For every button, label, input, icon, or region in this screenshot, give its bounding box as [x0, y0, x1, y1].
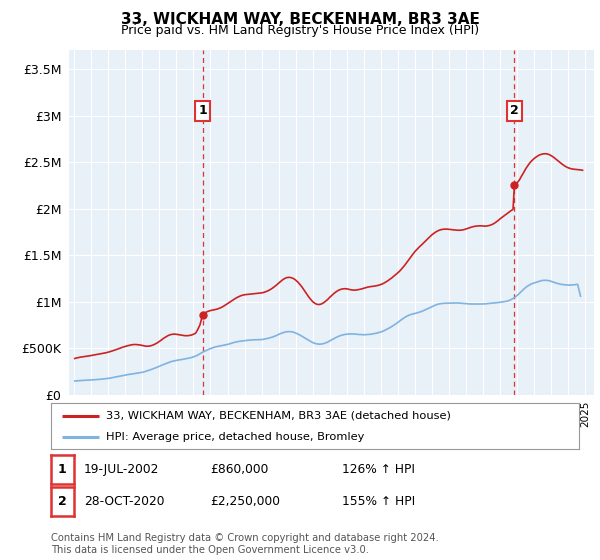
Text: £860,000: £860,000 [210, 463, 268, 477]
Text: HPI: Average price, detached house, Bromley: HPI: Average price, detached house, Brom… [106, 432, 365, 442]
Text: 33, WICKHAM WAY, BECKENHAM, BR3 3AE (detached house): 33, WICKHAM WAY, BECKENHAM, BR3 3AE (det… [106, 410, 451, 421]
Text: 19-JUL-2002: 19-JUL-2002 [84, 463, 160, 477]
Text: £2,250,000: £2,250,000 [210, 495, 280, 508]
Text: 1: 1 [58, 463, 67, 477]
Text: 2: 2 [58, 495, 67, 508]
Text: 28-OCT-2020: 28-OCT-2020 [84, 495, 164, 508]
Text: Contains HM Land Registry data © Crown copyright and database right 2024.
This d: Contains HM Land Registry data © Crown c… [51, 533, 439, 555]
Text: 33, WICKHAM WAY, BECKENHAM, BR3 3AE: 33, WICKHAM WAY, BECKENHAM, BR3 3AE [121, 12, 479, 27]
Text: 155% ↑ HPI: 155% ↑ HPI [342, 495, 415, 508]
Text: 1: 1 [198, 104, 207, 118]
Text: 2: 2 [510, 104, 519, 118]
Text: 126% ↑ HPI: 126% ↑ HPI [342, 463, 415, 477]
Text: Price paid vs. HM Land Registry's House Price Index (HPI): Price paid vs. HM Land Registry's House … [121, 24, 479, 37]
